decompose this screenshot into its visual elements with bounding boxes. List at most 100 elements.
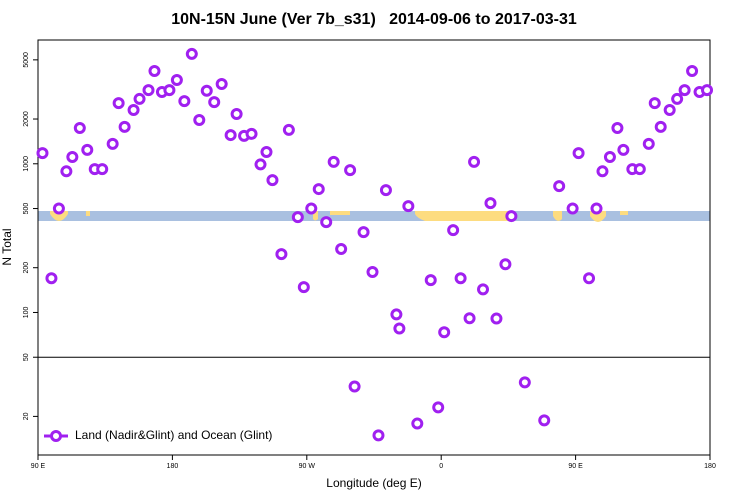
data-point xyxy=(583,272,596,285)
data-point xyxy=(118,120,131,133)
data-point xyxy=(178,95,191,108)
band-patch xyxy=(86,211,90,216)
data-point xyxy=(335,243,348,256)
x-tick-label: 180 xyxy=(704,463,716,470)
data-point xyxy=(642,137,655,150)
data-point xyxy=(344,164,357,177)
y-tick-label: 1000 xyxy=(23,156,30,172)
data-point xyxy=(45,272,58,285)
data-point xyxy=(402,200,415,213)
data-point xyxy=(468,155,481,168)
legend-marker xyxy=(50,430,62,442)
data-point xyxy=(686,64,699,77)
data-point xyxy=(424,274,437,287)
band-patch xyxy=(330,211,350,215)
legend-label: Land (Nadir&Glint) and Ocean (Glint) xyxy=(75,428,272,442)
data-point xyxy=(305,202,318,215)
data-point xyxy=(432,401,445,414)
data-point xyxy=(245,127,258,140)
data-point xyxy=(106,137,119,150)
data-point xyxy=(112,97,125,110)
band-patch xyxy=(50,211,68,221)
data-point xyxy=(663,103,676,116)
data-point xyxy=(66,151,79,164)
data-point xyxy=(611,122,624,135)
data-point xyxy=(230,108,243,121)
x-tick-label: 90 E xyxy=(31,463,46,470)
data-point xyxy=(260,146,273,159)
data-point xyxy=(617,143,630,156)
x-tick-label: 90 E xyxy=(568,463,583,470)
x-tick-label: 180 xyxy=(167,463,179,470)
data-point xyxy=(590,202,603,215)
data-point xyxy=(282,123,295,136)
data-point xyxy=(297,281,310,294)
data-point xyxy=(379,184,392,197)
data-point xyxy=(142,84,155,97)
data-point xyxy=(327,155,340,168)
data-point xyxy=(185,47,198,60)
y-axis-label: N Total xyxy=(0,228,14,265)
data-point xyxy=(163,84,176,97)
data-point xyxy=(490,312,503,325)
data-point xyxy=(390,308,403,321)
data-point xyxy=(170,74,183,87)
data-point xyxy=(454,272,467,285)
data-point xyxy=(208,96,221,109)
data-point xyxy=(275,248,288,261)
data-point xyxy=(505,210,518,223)
data-point xyxy=(312,183,325,196)
data-point xyxy=(366,266,379,279)
y-tick-label: 2000 xyxy=(23,111,30,127)
data-point xyxy=(36,147,49,160)
x-tick-label: 0 xyxy=(439,463,443,470)
data-point xyxy=(357,226,370,239)
y-tick-label: 20 xyxy=(23,412,30,420)
data-point xyxy=(127,103,140,116)
data-point xyxy=(633,163,646,176)
data-point xyxy=(572,147,585,160)
data-point xyxy=(224,129,237,142)
chart-title: 10N-15N June (Ver 7b_s31) 2014-09-06 to … xyxy=(171,11,577,28)
y-tick-label: 50 xyxy=(23,353,30,361)
data-point xyxy=(81,143,94,156)
data-point xyxy=(447,224,460,237)
data-point xyxy=(200,84,213,97)
data-point xyxy=(254,158,267,171)
x-axis-label: Longitude (deg E) xyxy=(326,476,421,490)
data-point xyxy=(393,322,406,335)
y-tick-label: 200 xyxy=(23,262,30,274)
data-point xyxy=(603,151,616,164)
data-point xyxy=(518,376,531,389)
data-point xyxy=(291,211,304,224)
surface-band xyxy=(38,211,710,222)
data-point xyxy=(266,174,279,187)
y-tick-label: 100 xyxy=(23,307,30,319)
plot-frame xyxy=(37,39,711,456)
data-point xyxy=(348,380,361,393)
data-point xyxy=(484,197,497,210)
data-point xyxy=(648,97,661,110)
data-point xyxy=(372,429,385,442)
data-point xyxy=(96,163,109,176)
data-point xyxy=(566,202,579,215)
data-point xyxy=(52,202,65,215)
band xyxy=(38,211,710,221)
y-tick-label: 5000 xyxy=(23,52,30,68)
band-patch xyxy=(620,211,628,215)
data-point xyxy=(671,92,684,105)
data-point xyxy=(596,165,609,178)
band-patch xyxy=(415,211,515,221)
data-point xyxy=(148,64,161,77)
data-point xyxy=(215,78,228,91)
data-point xyxy=(411,417,424,430)
data-point xyxy=(477,283,490,296)
data-point xyxy=(320,216,333,229)
data-point xyxy=(499,258,512,271)
data-point xyxy=(678,84,691,97)
data-point xyxy=(701,84,714,97)
y-tick-label: 500 xyxy=(23,203,30,215)
